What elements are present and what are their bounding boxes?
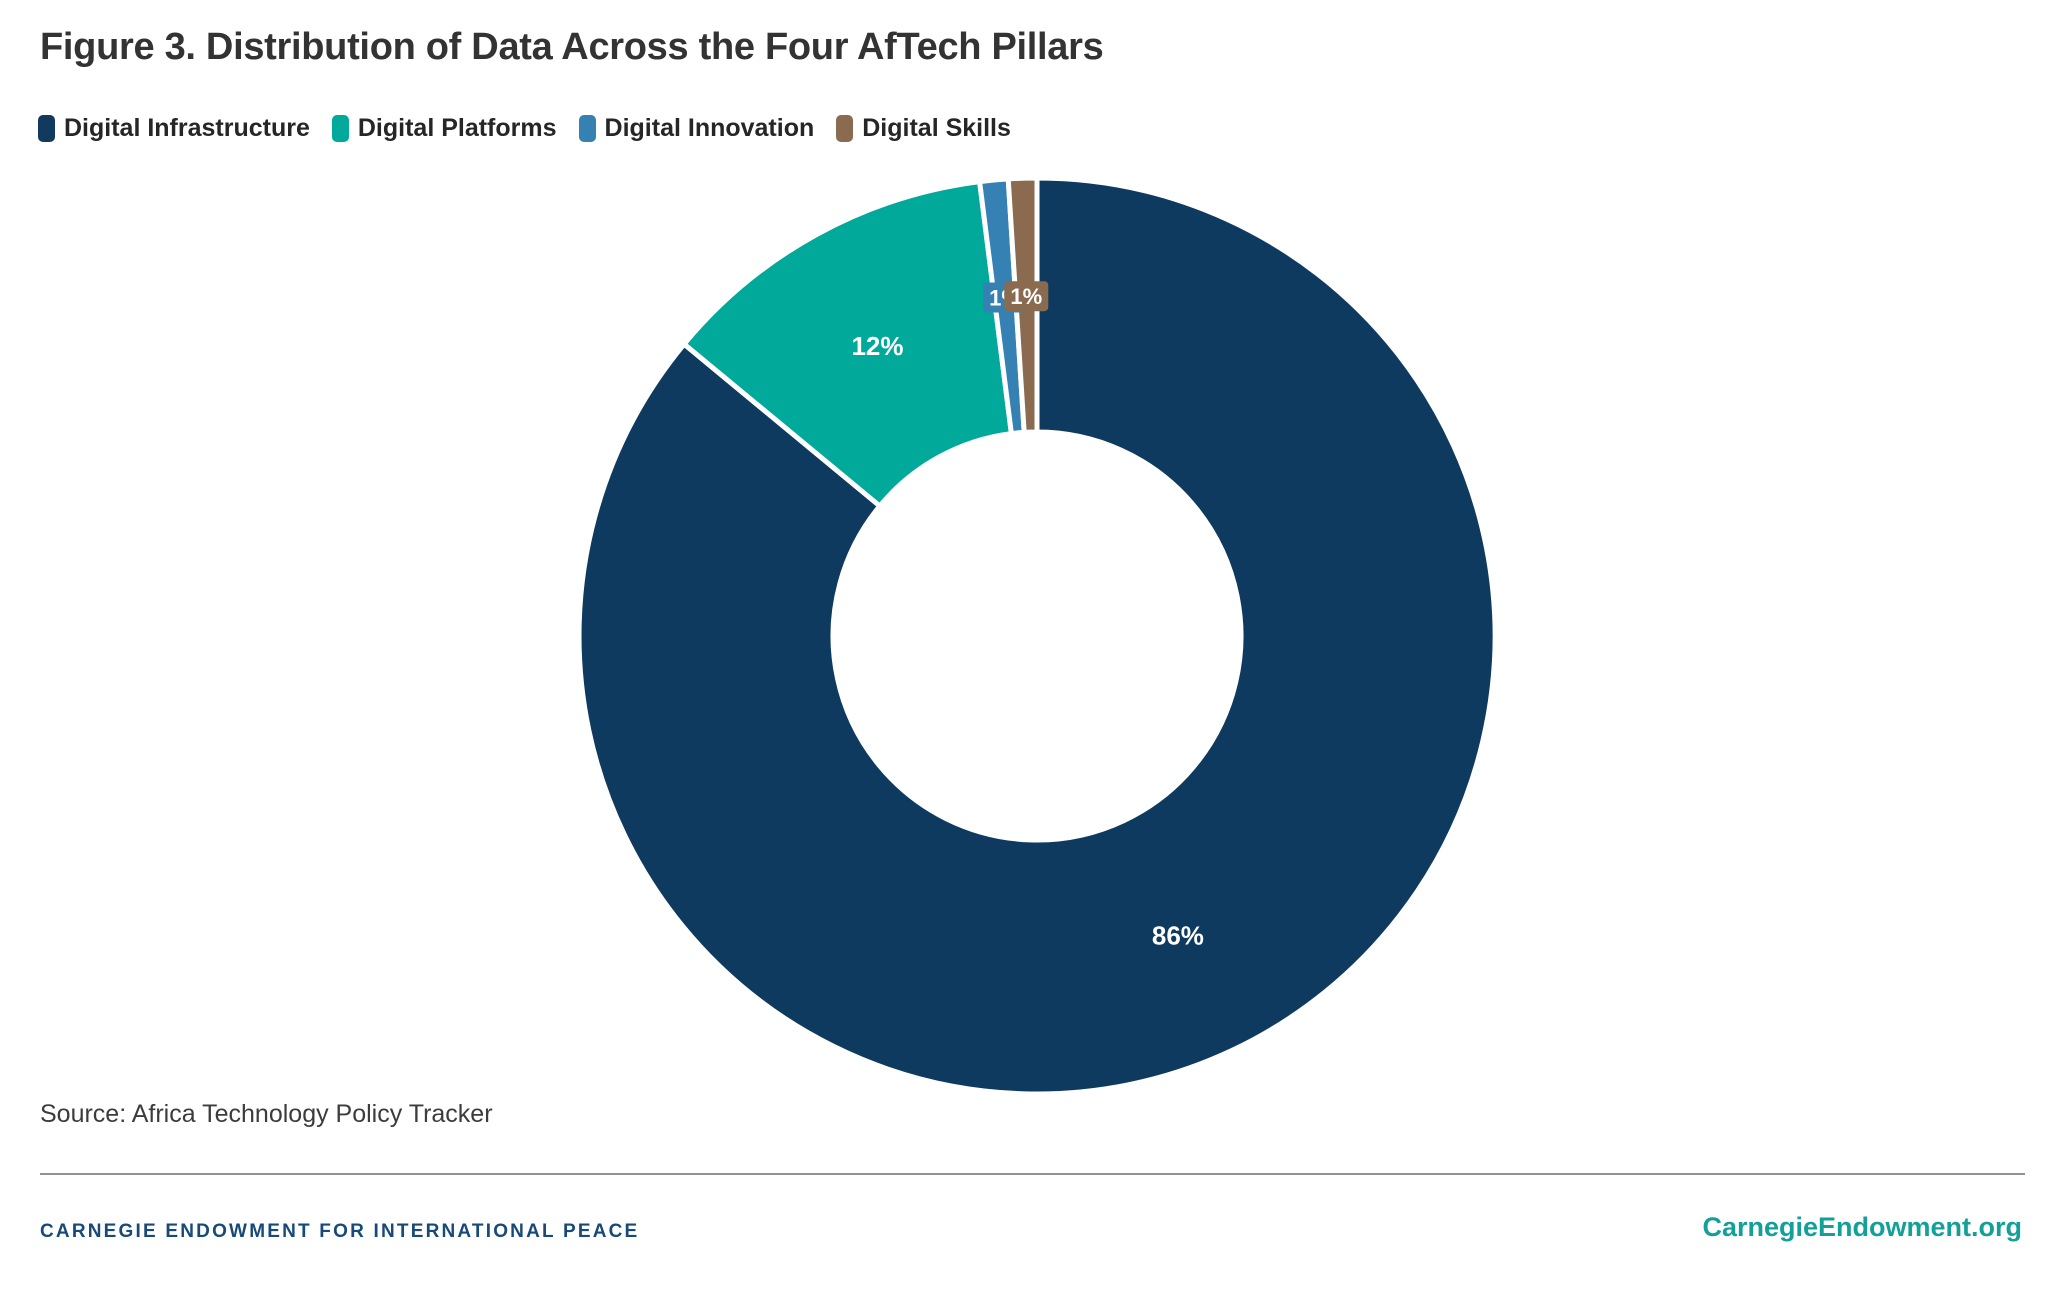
- footer-website-link[interactable]: CarnegieEndowment.org: [1702, 1212, 2022, 1242]
- legend-swatch-icon: [836, 115, 854, 142]
- legend-item-digital-platforms: Digital Platforms: [331, 114, 557, 143]
- slice-percent-label: 86%: [1152, 921, 1204, 951]
- source-note: Source: Africa Technology Policy Tracker: [40, 1100, 493, 1128]
- legend-label: Digital Platforms: [357, 114, 557, 142]
- slice-percent-label: 12%: [851, 331, 903, 361]
- footer-divider: [40, 1173, 2025, 1175]
- donut-slice-digital-infrastructure: [576, 175, 1498, 1097]
- chart-legend: Digital Infrastructure Digital Platforms…: [38, 114, 1011, 143]
- legend-item-digital-infrastructure: Digital Infrastructure: [38, 114, 310, 143]
- figure-title: Figure 3. Distribution of Data Across th…: [40, 26, 1104, 68]
- slice-label-chip: [1004, 281, 1049, 312]
- donut-slice-digital-platforms: [681, 179, 1014, 509]
- legend-item-digital-innovation: Digital Innovation: [578, 114, 815, 143]
- slice-percent-label: 1%: [1010, 284, 1042, 309]
- footer-org-name: CARNEGIE ENDOWMENT FOR INTERNATIONAL PEA…: [40, 1221, 640, 1242]
- legend-swatch-icon: [38, 115, 55, 142]
- legend-swatch-icon: [331, 115, 349, 142]
- legend-label: Digital Skills: [862, 114, 1011, 142]
- legend-label: Digital Innovation: [604, 114, 815, 142]
- legend-swatch-icon: [578, 115, 596, 142]
- legend-item-digital-skills: Digital Skills: [836, 114, 1011, 143]
- legend-label: Digital Infrastructure: [64, 114, 310, 142]
